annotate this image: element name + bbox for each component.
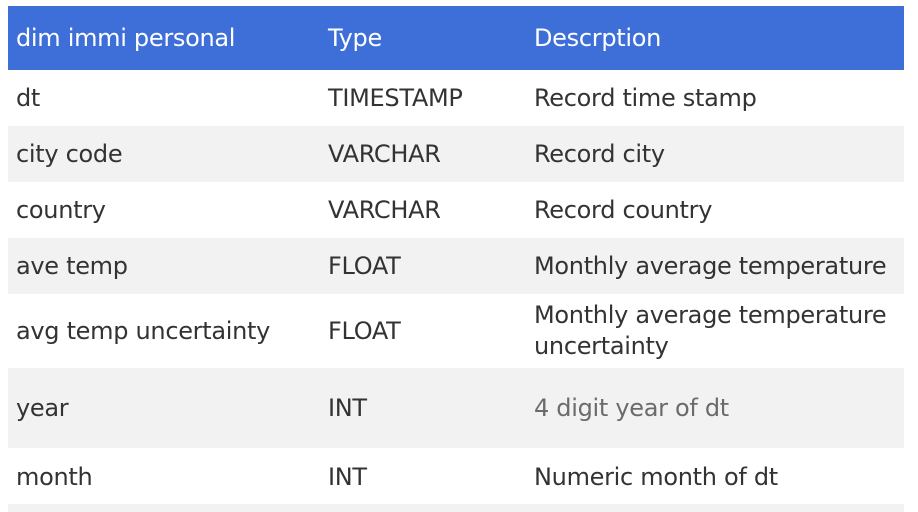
cell-description: Monthly average temperature [526,238,904,294]
schema-table: dim immi personal Type Descrption dt TIM… [8,6,904,506]
cell-description: Record city [526,126,904,182]
cell-description: Numeric month of dt [526,448,904,506]
cell-name: ave temp [8,238,320,294]
cell-description: Record country [526,182,904,238]
cell-description: Record time stamp [526,70,904,126]
table-row: dt TIMESTAMP Record time stamp [8,70,904,126]
cell-description: Monthly average temperature uncertainty [526,294,904,368]
cell-name: year [8,368,320,448]
cell-type: FLOAT [320,238,526,294]
cell-type: INT [320,368,526,448]
column-header-type: Type [320,6,526,70]
cell-name: dt [8,70,320,126]
cell-type: VARCHAR [320,126,526,182]
column-header-name: dim immi personal [8,6,320,70]
cell-type: VARCHAR [320,182,526,238]
table-header-row: dim immi personal Type Descrption [8,6,904,70]
cell-name: month [8,448,320,506]
table-row: month INT Numeric month of dt [8,448,904,506]
table-row: year INT 4 digit year of dt [8,368,904,448]
cell-type: TIMESTAMP [320,70,526,126]
cell-type: INT [320,448,526,506]
next-row-fragment [8,504,904,512]
cell-name: avg temp uncertainty [8,294,320,368]
table-row: country VARCHAR Record country [8,182,904,238]
cell-name: country [8,182,320,238]
schema-table-container: dim immi personal Type Descrption dt TIM… [8,6,904,506]
column-header-description: Descrption [526,6,904,70]
cell-description: 4 digit year of dt [526,368,904,448]
table-row: avg temp uncertainty FLOAT Monthly avera… [8,294,904,368]
cell-type: FLOAT [320,294,526,368]
table-row: ave temp FLOAT Monthly average temperatu… [8,238,904,294]
cell-name: city code [8,126,320,182]
table-row: city code VARCHAR Record city [8,126,904,182]
